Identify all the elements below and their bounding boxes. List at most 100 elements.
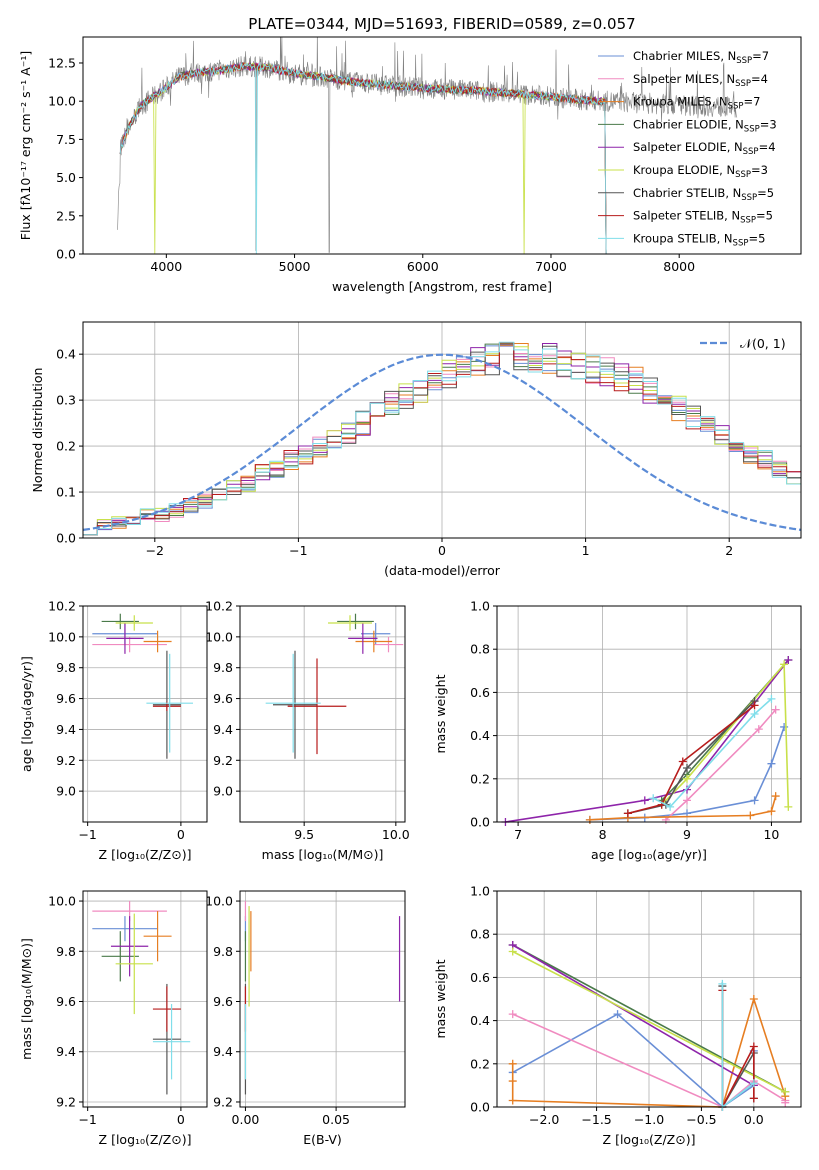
errorbar-point — [152, 986, 181, 1032]
series-marker — [508, 947, 517, 956]
legend-sub: SSP — [740, 216, 756, 226]
age-vs-metallicity-panel: −1 0 9.0 9.2 9.4 9.6 9.8 10.0 10.2 Z [log₁₀(Z/Z⊙)… — [19, 599, 208, 862]
y-tick-label: 1.0 — [470, 599, 490, 614]
x-tick-label: 5000 — [279, 259, 311, 274]
legend-entry: Salpeter MILES, NSSP=4 — [633, 72, 768, 89]
x-tick-label: −1.0 — [634, 1112, 664, 1127]
errorbar-point — [106, 622, 144, 654]
x-tick-label: −1 — [78, 1112, 96, 1127]
axes-frame — [82, 36, 802, 255]
series-marker — [683, 796, 691, 805]
x-tick-label: 10 — [763, 827, 779, 842]
y-tick-label: 10.0 — [205, 894, 233, 909]
series-marker — [749, 1042, 758, 1051]
mass-weight-series — [623, 697, 759, 818]
y-tick-label: 9.8 — [213, 660, 233, 675]
y-axis-label: mass weight — [433, 674, 448, 753]
legend-value: =5 — [756, 209, 773, 223]
mass-weight-series — [501, 656, 793, 826]
y-tick-label: 9.8 — [56, 660, 76, 675]
series-marker — [746, 811, 755, 820]
histogram-step — [83, 343, 801, 538]
y-tick-label: 0.2 — [470, 1056, 490, 1071]
legend-entry: Kroupa ELODIE, NSSP=3 — [633, 163, 768, 180]
model-spectrum-line — [119, 61, 607, 254]
y-tick-label: 10.0 — [48, 629, 76, 644]
x-tick-label: 9 — [683, 827, 691, 842]
normal-curve — [83, 353, 801, 531]
series-line — [512, 950, 786, 1093]
y-tick-label: 9.4 — [213, 1044, 233, 1059]
y-tick-label: 9.8 — [56, 944, 76, 959]
series-marker — [784, 802, 793, 811]
series-marker — [678, 757, 687, 766]
legend-value: =4 — [759, 140, 776, 154]
y-axis-label: Normed distribution — [30, 368, 45, 493]
legend-entry: 𝒩(0, 1) — [740, 336, 786, 351]
errorbar-point — [115, 615, 153, 631]
legend-entry: Kroupa MILES, NSSP=7 — [633, 95, 760, 112]
errorbar-point — [348, 622, 378, 654]
y-tick-label: 0.2 — [470, 771, 490, 786]
series-marker — [613, 1010, 622, 1019]
x-axis-label: wavelength [Angstrom, rest frame] — [332, 279, 552, 294]
mass-vs-metallicity-panel: −1 0 9.2 9.4 9.6 9.8 10.0 Z [log₁₀(Z/Z⊙)] mass [… — [19, 890, 208, 1147]
y-tick-label: 10.0 — [48, 94, 76, 109]
errorbar-point — [115, 913, 153, 1015]
series-marker — [508, 1077, 517, 1086]
legend-value: =7 — [743, 95, 760, 109]
legend-sub: SSP — [744, 124, 760, 134]
legend-value: =4 — [751, 72, 768, 86]
series-marker — [666, 802, 675, 811]
legend-value: =5 — [748, 231, 765, 245]
series-marker — [767, 694, 776, 703]
mass-vs-extinction-panel: 0.00 0.05 9.2 9.4 9.6 9.8 10.0 E(B-V) — [205, 890, 406, 1147]
y-tick-label: 0.4 — [56, 347, 76, 362]
series-marker — [781, 1087, 790, 1096]
series-marker — [767, 807, 776, 816]
errorbar-point — [152, 1004, 191, 1080]
legend-sub: SSP — [735, 170, 751, 180]
y-tick-label: 9.2 — [213, 1094, 233, 1109]
y-axis-label: age [log₁₀(age/yr)] — [19, 656, 34, 772]
series-line — [661, 662, 790, 807]
y-tick-label: 10.2 — [48, 599, 76, 614]
y-tick-label: 7.5 — [56, 132, 76, 147]
y-tick-label: 9.4 — [213, 722, 233, 737]
x-tick-label: −1 — [78, 827, 96, 842]
legend-entry: Chabrier STELIB, NSSP=5 — [633, 186, 774, 203]
legend-name: Chabrier MILES, N — [633, 49, 736, 63]
legend-entry: Salpeter ELODIE, NSSP=4 — [633, 140, 776, 157]
errorbar-point — [328, 615, 372, 631]
series-marker — [508, 1059, 517, 1068]
series-marker — [771, 705, 780, 714]
errorbar-point — [146, 653, 194, 753]
y-tick-label: 0.0 — [56, 247, 76, 262]
plot-area — [117, 37, 738, 254]
y-tick-label: 9.0 — [213, 784, 233, 799]
series-line — [512, 1013, 755, 1109]
series-marker — [780, 722, 789, 731]
histogram-step — [83, 342, 801, 538]
y-tick-label: 0.6 — [470, 685, 490, 700]
errorbar-point — [337, 613, 374, 630]
legend-sub: SSP — [728, 102, 744, 112]
observed-spectrum-line — [117, 37, 738, 253]
y-tick-label: 0.2 — [56, 439, 76, 454]
errorbar-point — [101, 613, 139, 630]
y-tick-label: 10.2 — [205, 599, 233, 614]
plot-area — [83, 341, 801, 538]
y-tick-label: 0.8 — [470, 642, 490, 657]
y-tick-label: 9.6 — [56, 691, 76, 706]
mass-weight-series — [508, 947, 790, 1096]
y-tick-label: 9.6 — [213, 994, 233, 1009]
series-marker — [585, 815, 594, 824]
legend-sub: SSP — [741, 193, 757, 203]
x-axis-label: age [log₁₀(age/yr)] — [591, 847, 707, 862]
series-marker — [767, 759, 776, 768]
legend-sub: SSP — [735, 79, 751, 89]
axes-frame — [82, 605, 208, 823]
mass-weight-series — [649, 694, 776, 811]
legend-name: Kroupa ELODIE, N — [633, 163, 735, 177]
